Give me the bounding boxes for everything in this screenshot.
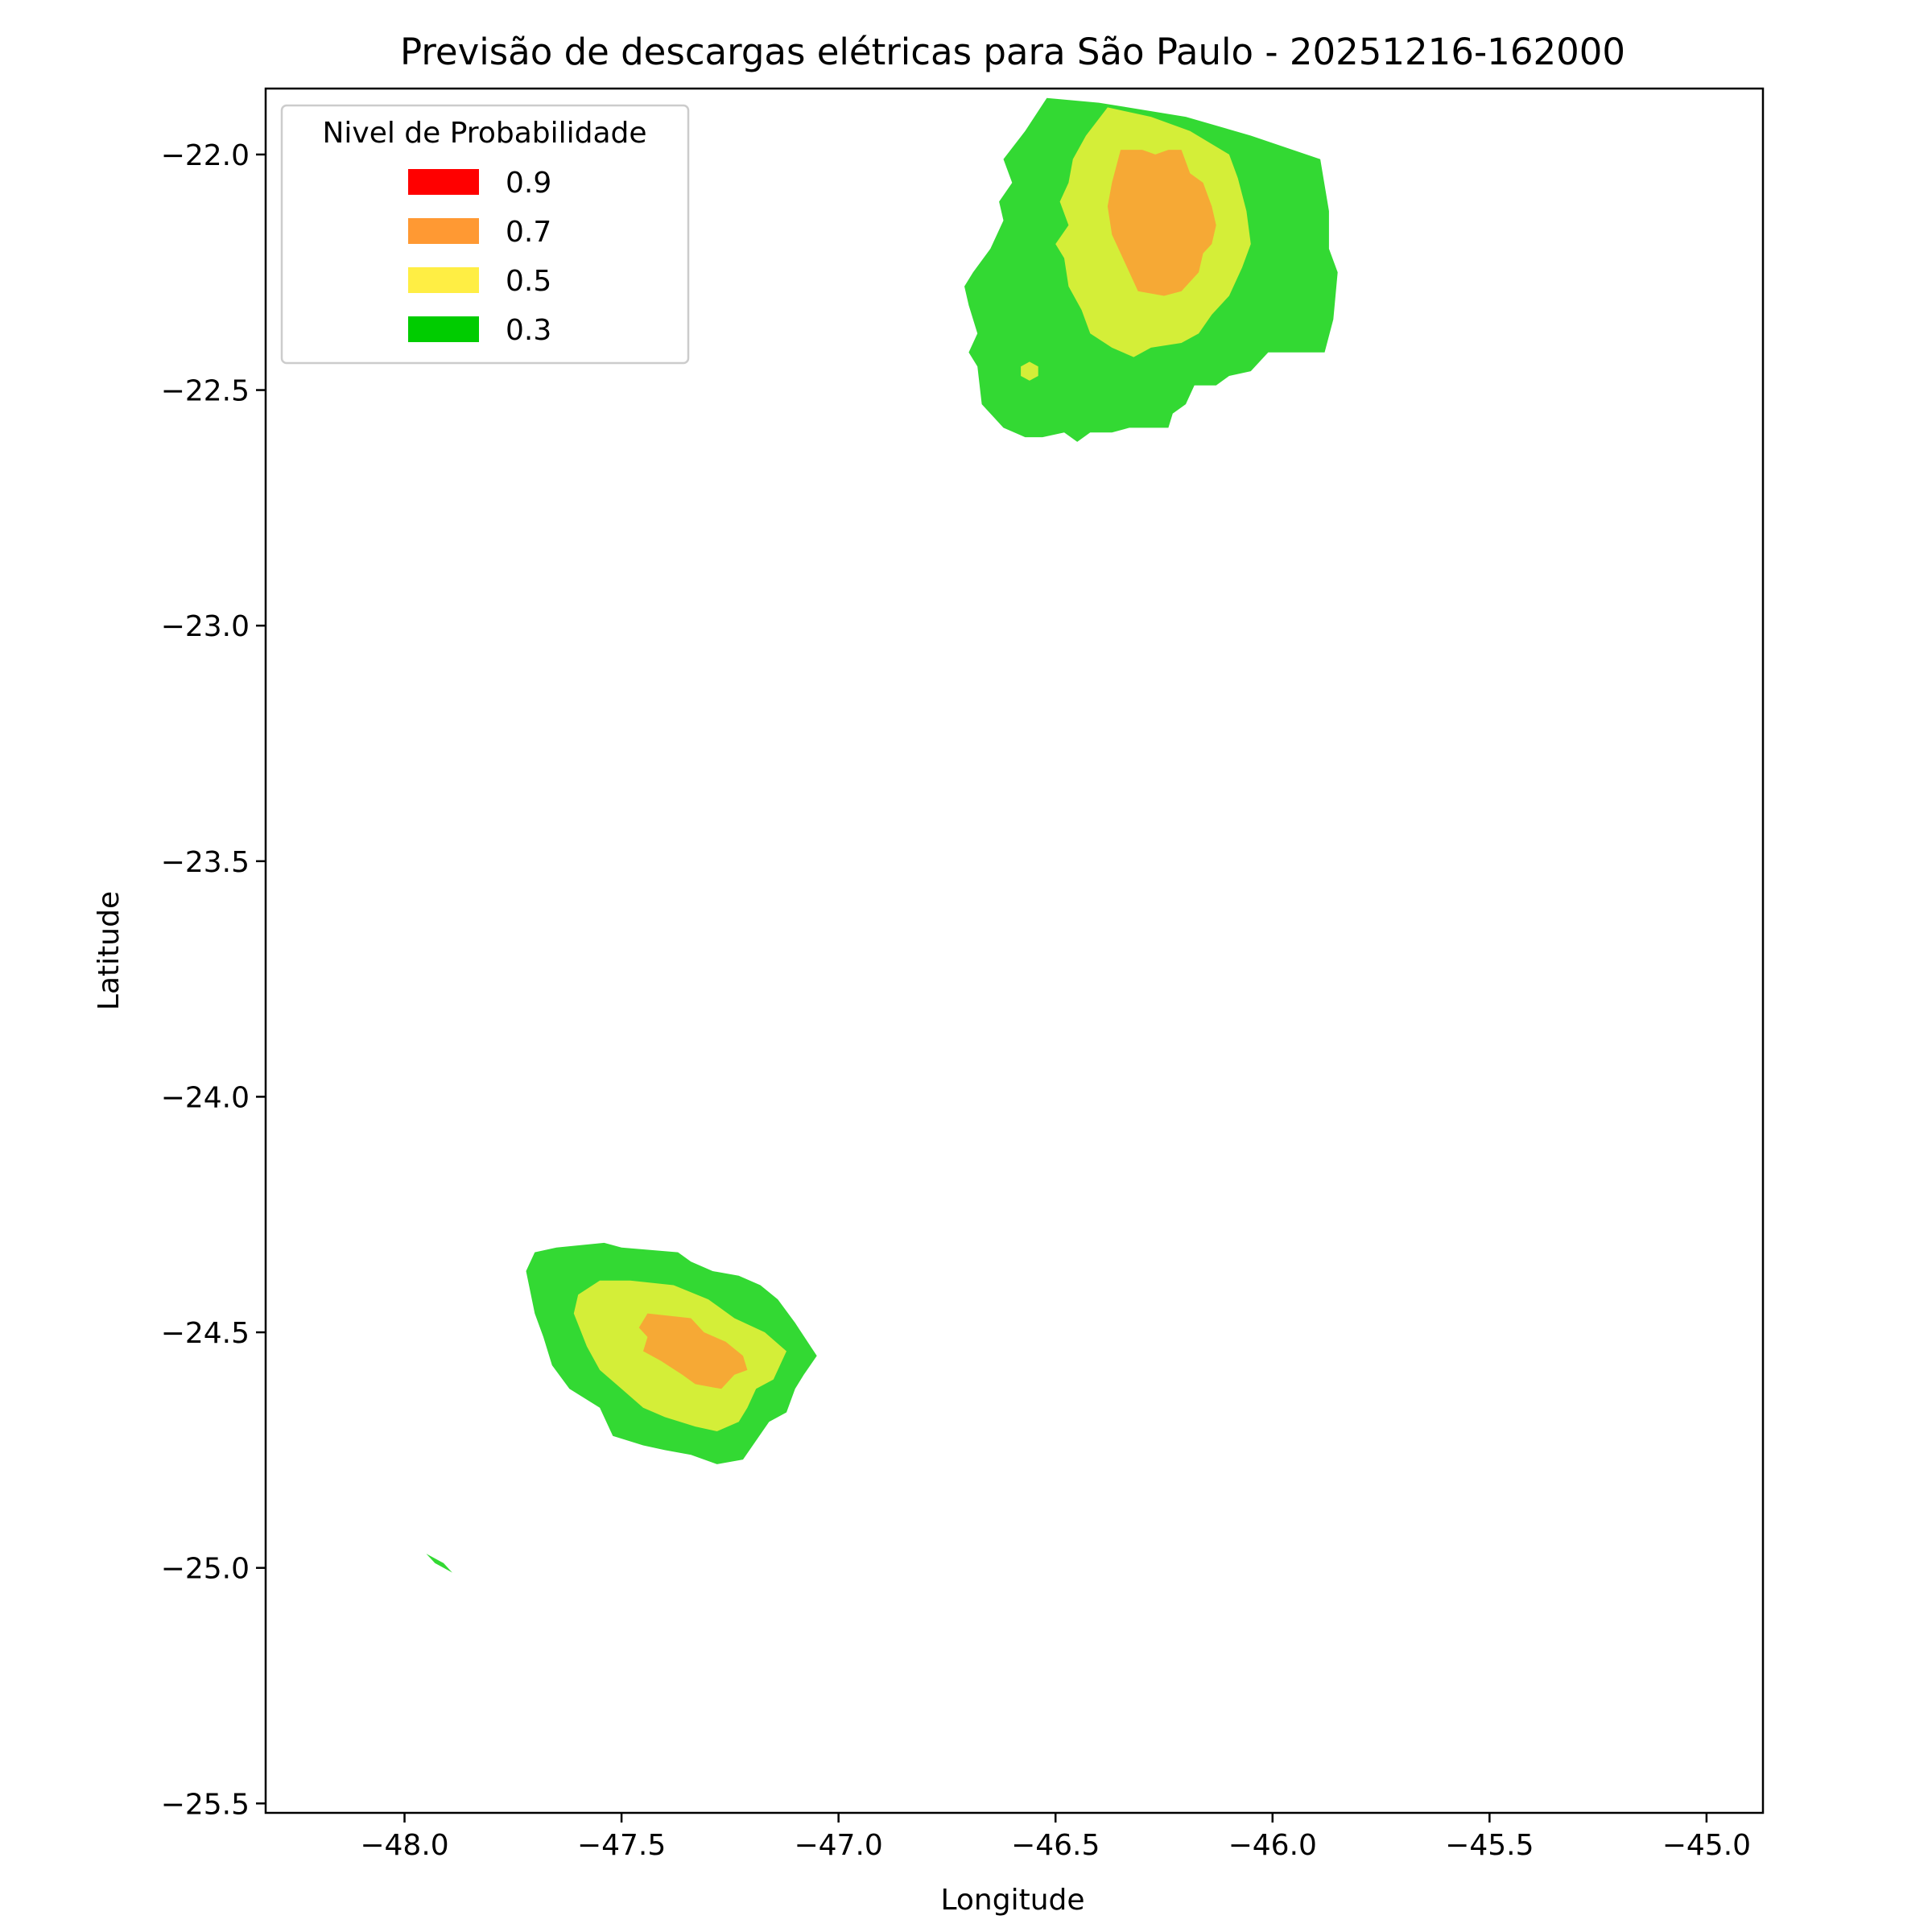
y-axis: −22.0 −22.5 −23.0 −23.5 −24.0 −24.5 −25.0 −25.5	[161, 139, 266, 1821]
x-tick-label: −45.5	[1445, 1829, 1534, 1862]
y-tick-label: −25.5	[161, 1788, 250, 1821]
y-axis-label: Latitude	[93, 891, 126, 1010]
y-tick-label: −23.5	[161, 846, 250, 879]
x-axis: −48.0 −47.5 −47.0 −46.5 −46.0 −45.5 −45.0	[360, 1813, 1751, 1862]
north-cell-level-07-region	[1107, 150, 1216, 296]
legend-entries: 0.9 0.7 0.5 0.3	[408, 167, 551, 347]
y-tick-label: −22.5	[161, 375, 250, 408]
x-tick-label: −46.0	[1228, 1829, 1317, 1862]
legend-box	[280, 104, 690, 365]
x-tick-label: −46.5	[1011, 1829, 1100, 1862]
legend-swatch	[408, 169, 479, 195]
legend-swatch	[408, 267, 479, 293]
y-tick-label: −22.0	[161, 139, 250, 172]
legend-title: Nivel de Probabilidade	[322, 117, 646, 150]
plot-area	[426, 97, 1338, 1573]
legend-label: 0.7	[506, 216, 551, 249]
north-dot-level-05-region	[1021, 361, 1038, 381]
legend-label: 0.5	[506, 265, 551, 298]
legend-swatch	[408, 316, 479, 342]
y-tick-label: −24.5	[161, 1317, 250, 1350]
legend: Nivel de Probabilidade 0.9 0.7 0.5 0.3	[280, 104, 690, 365]
legend-label: 0.9	[506, 167, 551, 200]
x-tick-label: −48.0	[360, 1829, 448, 1862]
legend-label: 0.3	[506, 314, 551, 347]
x-tick-label: −47.0	[794, 1829, 882, 1862]
x-tick-label: −45.0	[1662, 1829, 1751, 1862]
south-cell-level-07-region	[638, 1313, 748, 1389]
chart-title: Previsão de descargas elétricas para São…	[400, 31, 1625, 73]
legend-swatch	[408, 218, 479, 244]
y-tick-label: −24.0	[161, 1081, 250, 1114]
y-tick-label: −25.0	[161, 1553, 250, 1586]
x-axis-label: Longitude	[940, 1884, 1084, 1917]
south-sliver-level-03-region	[426, 1554, 452, 1573]
plot-frame	[264, 87, 1765, 1814]
y-tick-label: −23.0	[161, 610, 250, 643]
x-tick-label: −47.5	[577, 1829, 666, 1862]
